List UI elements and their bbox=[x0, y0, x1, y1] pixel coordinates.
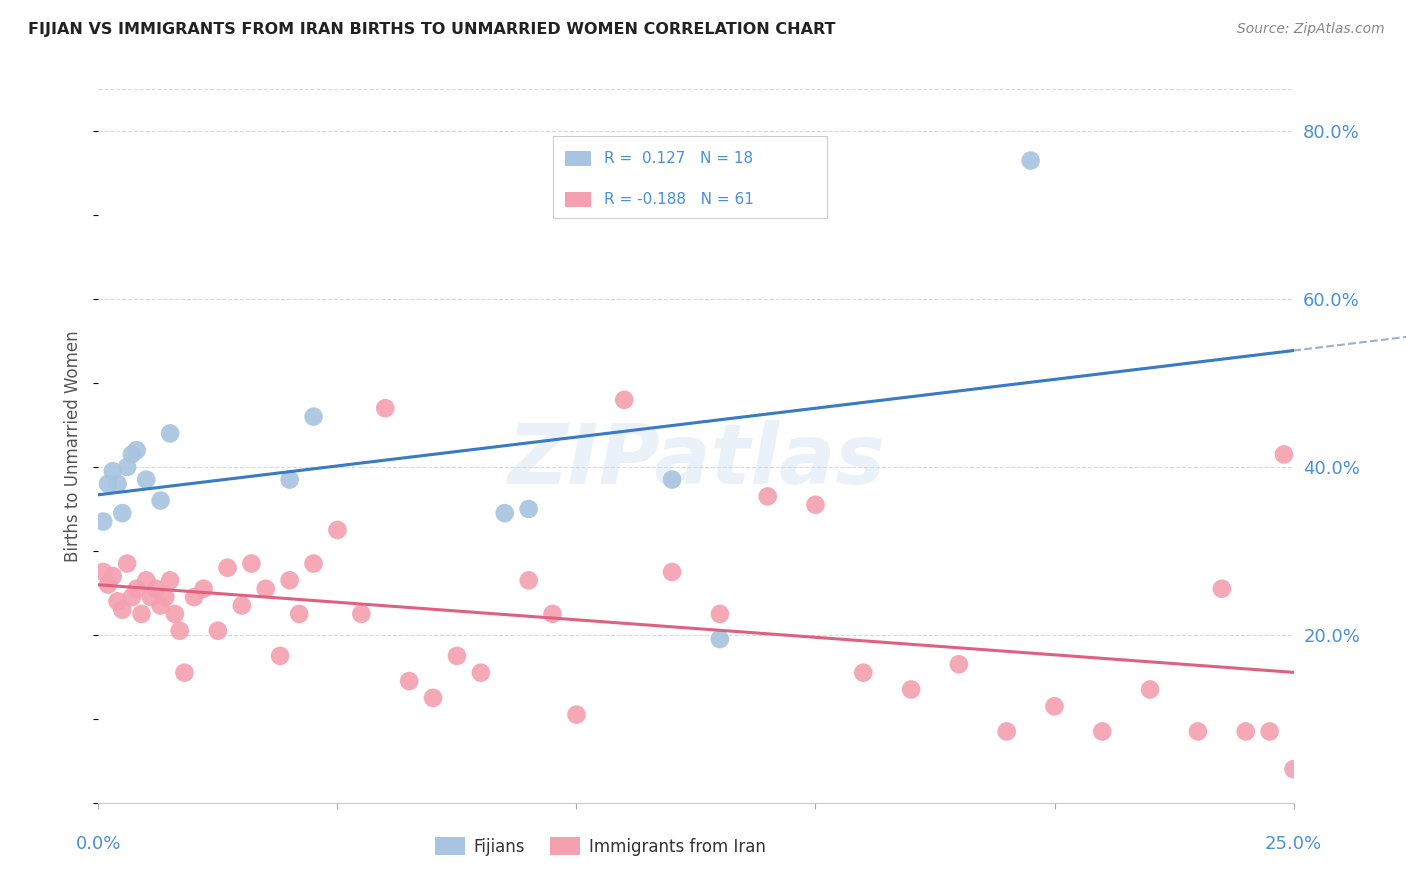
Bar bbox=[565, 151, 591, 167]
Point bbox=[661, 565, 683, 579]
Point bbox=[1043, 699, 1066, 714]
Point bbox=[107, 476, 129, 491]
Point bbox=[422, 690, 444, 705]
Point bbox=[115, 460, 138, 475]
Text: 25.0%: 25.0% bbox=[1265, 835, 1322, 853]
Point bbox=[159, 574, 181, 588]
Point bbox=[149, 493, 172, 508]
Point bbox=[111, 506, 134, 520]
Point bbox=[565, 707, 588, 722]
Text: R =  0.127   N = 18: R = 0.127 N = 18 bbox=[605, 151, 754, 166]
Point bbox=[91, 515, 114, 529]
Point bbox=[217, 560, 239, 574]
Point bbox=[278, 473, 301, 487]
Point bbox=[269, 648, 291, 663]
Point bbox=[1211, 582, 1233, 596]
Point bbox=[107, 594, 129, 608]
Point bbox=[254, 582, 277, 596]
Point bbox=[1234, 724, 1257, 739]
Point bbox=[302, 409, 325, 424]
Point bbox=[231, 599, 253, 613]
Point bbox=[1091, 724, 1114, 739]
Point bbox=[494, 506, 516, 520]
Point bbox=[1139, 682, 1161, 697]
Point bbox=[541, 607, 564, 621]
Point bbox=[173, 665, 195, 680]
Point bbox=[97, 476, 120, 491]
Text: FIJIAN VS IMMIGRANTS FROM IRAN BIRTHS TO UNMARRIED WOMEN CORRELATION CHART: FIJIAN VS IMMIGRANTS FROM IRAN BIRTHS TO… bbox=[28, 22, 835, 37]
Point bbox=[135, 473, 157, 487]
Point bbox=[240, 557, 263, 571]
Point bbox=[900, 682, 922, 697]
Point bbox=[125, 582, 148, 596]
Point bbox=[470, 665, 492, 680]
Point bbox=[852, 665, 875, 680]
Point bbox=[207, 624, 229, 638]
Point bbox=[374, 401, 396, 416]
Point bbox=[101, 569, 124, 583]
Point bbox=[97, 577, 120, 591]
Point bbox=[326, 523, 349, 537]
Point bbox=[804, 498, 827, 512]
Point bbox=[149, 599, 172, 613]
Point bbox=[613, 392, 636, 407]
Text: Source: ZipAtlas.com: Source: ZipAtlas.com bbox=[1237, 22, 1385, 37]
Point bbox=[278, 574, 301, 588]
Point bbox=[302, 557, 325, 571]
Point bbox=[1187, 724, 1209, 739]
Point bbox=[169, 624, 191, 638]
Point bbox=[145, 582, 167, 596]
Point bbox=[155, 590, 177, 604]
Legend: Fijians, Immigrants from Iran: Fijians, Immigrants from Iran bbox=[429, 830, 772, 863]
Point bbox=[995, 724, 1018, 739]
Point bbox=[121, 590, 143, 604]
Point bbox=[709, 607, 731, 621]
Point bbox=[121, 447, 143, 461]
FancyBboxPatch shape bbox=[553, 136, 827, 218]
Point bbox=[159, 426, 181, 441]
Y-axis label: Births to Unmarried Women: Births to Unmarried Women bbox=[65, 330, 83, 562]
Point bbox=[398, 674, 420, 689]
Point bbox=[139, 590, 162, 604]
Point bbox=[1272, 447, 1295, 461]
Point bbox=[101, 464, 124, 478]
Point bbox=[517, 502, 540, 516]
Text: R = -0.188   N = 61: R = -0.188 N = 61 bbox=[605, 192, 754, 207]
Text: ZIPatlas: ZIPatlas bbox=[508, 420, 884, 500]
Point bbox=[709, 632, 731, 646]
Bar bbox=[565, 192, 591, 208]
Point bbox=[1258, 724, 1281, 739]
Point bbox=[661, 473, 683, 487]
Point bbox=[91, 565, 114, 579]
Point bbox=[111, 603, 134, 617]
Point bbox=[183, 590, 205, 604]
Point bbox=[193, 582, 215, 596]
Point bbox=[756, 489, 779, 503]
Point bbox=[350, 607, 373, 621]
Point bbox=[131, 607, 153, 621]
Point bbox=[948, 657, 970, 672]
Point bbox=[125, 443, 148, 458]
Point bbox=[135, 574, 157, 588]
Point bbox=[288, 607, 311, 621]
Text: 0.0%: 0.0% bbox=[76, 835, 121, 853]
Point bbox=[1019, 153, 1042, 168]
Point bbox=[1282, 762, 1305, 776]
Point bbox=[115, 557, 138, 571]
Point bbox=[517, 574, 540, 588]
Point bbox=[163, 607, 186, 621]
Point bbox=[446, 648, 468, 663]
